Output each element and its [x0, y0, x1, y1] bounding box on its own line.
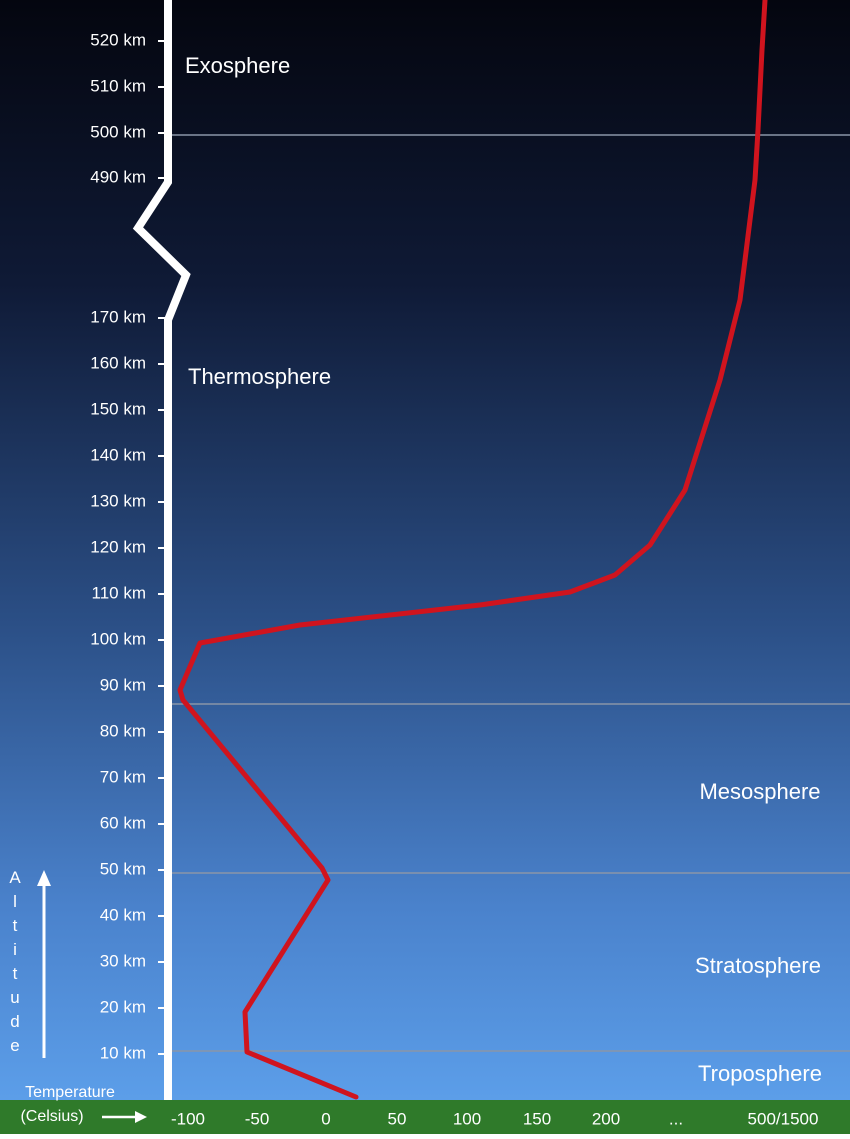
altitude-label: 130 km — [90, 491, 146, 510]
boundaries — [172, 134, 850, 1052]
temperature-label: 50 — [388, 1109, 407, 1128]
temperature-label: 100 — [453, 1109, 481, 1128]
arrow-head — [37, 870, 51, 886]
altitude-label: 120 km — [90, 537, 146, 556]
temperature-label: 500/1500 — [748, 1109, 819, 1128]
altitude-label: 60 km — [100, 813, 146, 832]
altitude-label: 160 km — [90, 353, 146, 372]
altitude-label: 30 km — [100, 951, 146, 970]
temperature-label: 0 — [321, 1109, 330, 1128]
altitude-label: 10 km — [100, 1043, 146, 1062]
altitude-label: 510 km — [90, 76, 146, 95]
temperature-label: -100 — [171, 1109, 205, 1128]
altitude-label: 500 km — [90, 122, 146, 141]
temperature-label: ... — [669, 1109, 683, 1128]
temperature-curve — [177, 0, 768, 1100]
layer-name: Troposphere — [698, 1061, 822, 1086]
temperature-label: 200 — [592, 1109, 620, 1128]
altitude-label: 170 km — [90, 307, 146, 326]
altitude-title: Altitude — [6, 868, 25, 1060]
altitude-label: 50 km — [100, 859, 146, 878]
altitude-label: 490 km — [90, 167, 146, 186]
altitude-label: 110 km — [92, 583, 147, 602]
altitude-label: 100 km — [90, 629, 146, 648]
layer-name: Stratosphere — [695, 953, 821, 978]
altitude-label: 20 km — [100, 997, 146, 1016]
temperature-label: 150 — [523, 1109, 551, 1128]
altitude-label: 90 km — [100, 675, 146, 694]
layer-name: Exosphere — [185, 53, 290, 78]
arrow-head — [135, 1111, 147, 1123]
layer-name: Mesosphere — [699, 779, 820, 804]
altitude-axis — [132, 0, 191, 1100]
altitude-label: 70 km — [100, 767, 146, 786]
altitude-label: 520 km — [90, 30, 146, 49]
altitude-label: 40 km — [100, 905, 146, 924]
temperature-title: Temperature — [25, 1084, 115, 1101]
temperature-unit: (Celsius) — [20, 1108, 83, 1125]
layer-name: Thermosphere — [188, 364, 331, 389]
altitude-label: 80 km — [100, 721, 146, 740]
temperature-label: -50 — [245, 1109, 270, 1128]
altitude-label: 150 km — [90, 399, 146, 418]
altitude-label: 140 km — [90, 445, 146, 464]
